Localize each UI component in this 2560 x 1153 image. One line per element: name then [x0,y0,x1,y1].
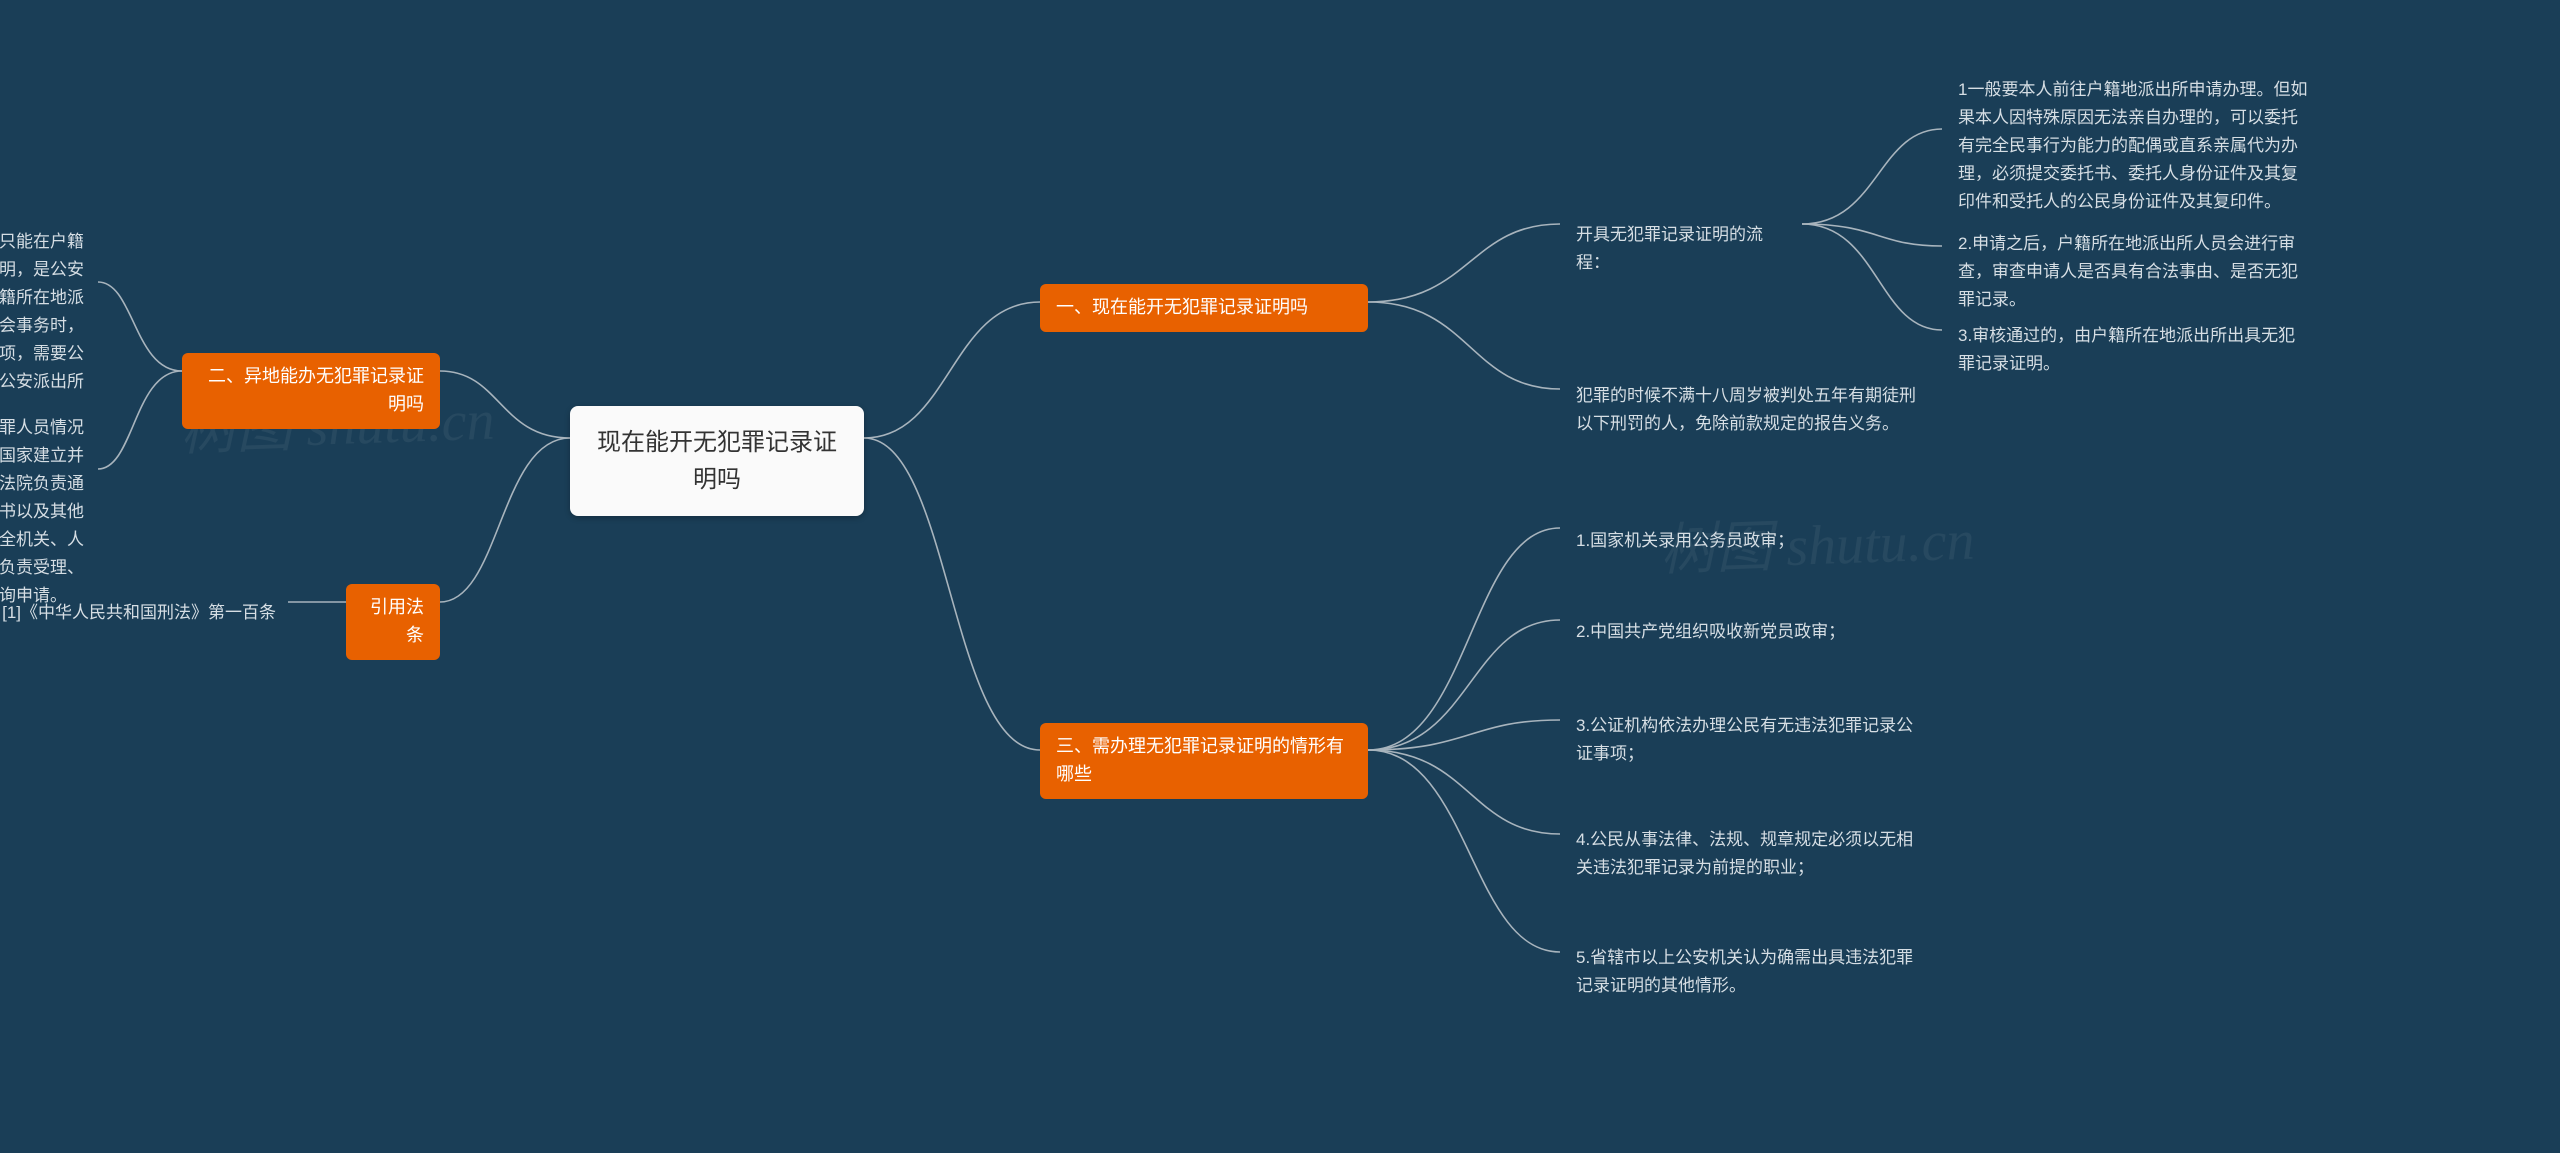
branch-3-item-4: 4.公民从事法律、法规、规章规定必须以无相关违法犯罪记录为前提的职业； [1560,816,1944,892]
branch-3-item-5: 5.省辖市以上公安机关认为确需出具违法犯罪记录证明的其他情形。 [1560,934,1944,1010]
branch-4: 引用法条 [346,584,440,660]
branch-2: 二、异地能办无犯罪记录证明吗 [182,353,440,429]
branch-1-sub2: 犯罪的时候不满十八周岁被判处五年有期徒刑以下刑罚的人，免除前款规定的报告义务。 [1560,372,1944,448]
branch-3-item-2: 2.中国共产党组织吸收新党员政审； [1560,608,1944,656]
branch-3-item-3: 3.公证机构依法办理公民有无违法犯罪记录公证事项； [1560,702,1944,778]
branch-3: 三、需办理无犯罪记录证明的情形有哪些 [1040,723,1368,799]
branch-4-item-1: [1]《中华人民共和国刑法》第一百条 [0,589,292,637]
branch-1-sub1-item-2: 2.申请之后，户籍所在地派出所人员会进行审查，审查申请人是否具有合法事由、是否无… [1942,220,2326,324]
branch-1: 一、现在能开无犯罪记录证明吗 [1040,284,1368,332]
branch-2-item-1: 异地不能办无犯罪记录证明，只能在户籍地派出所。无犯罪犯罪记录证明，是公安机关的日… [0,218,102,434]
center-node: 现在能开无犯罪记录证明吗 [570,406,864,516]
branch-3-item-1: 1.国家机关录用公务员政审； [1560,517,1944,565]
branch-1-sub1: 开具无犯罪记录证明的流程： [1560,211,1802,287]
branch-2-item-2: 犯罪记录是国家专门机关对犯罪人员情况的客观记载。根据相关规定，国家建立并逐步完善… [0,404,102,620]
branch-1-sub1-item-1: 1一般要本人前往户籍地派出所申请办理。但如果本人因特殊原因无法亲自办理的，可以委… [1942,66,2326,226]
branch-1-sub1-item-3: 3.审核通过的，由户籍所在地派出所出具无犯罪记录证明。 [1942,312,2326,388]
